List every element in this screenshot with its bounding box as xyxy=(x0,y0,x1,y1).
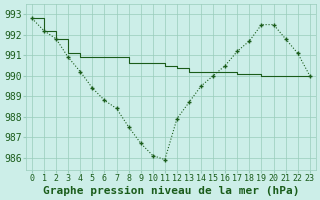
X-axis label: Graphe pression niveau de la mer (hPa): Graphe pression niveau de la mer (hPa) xyxy=(43,186,299,196)
